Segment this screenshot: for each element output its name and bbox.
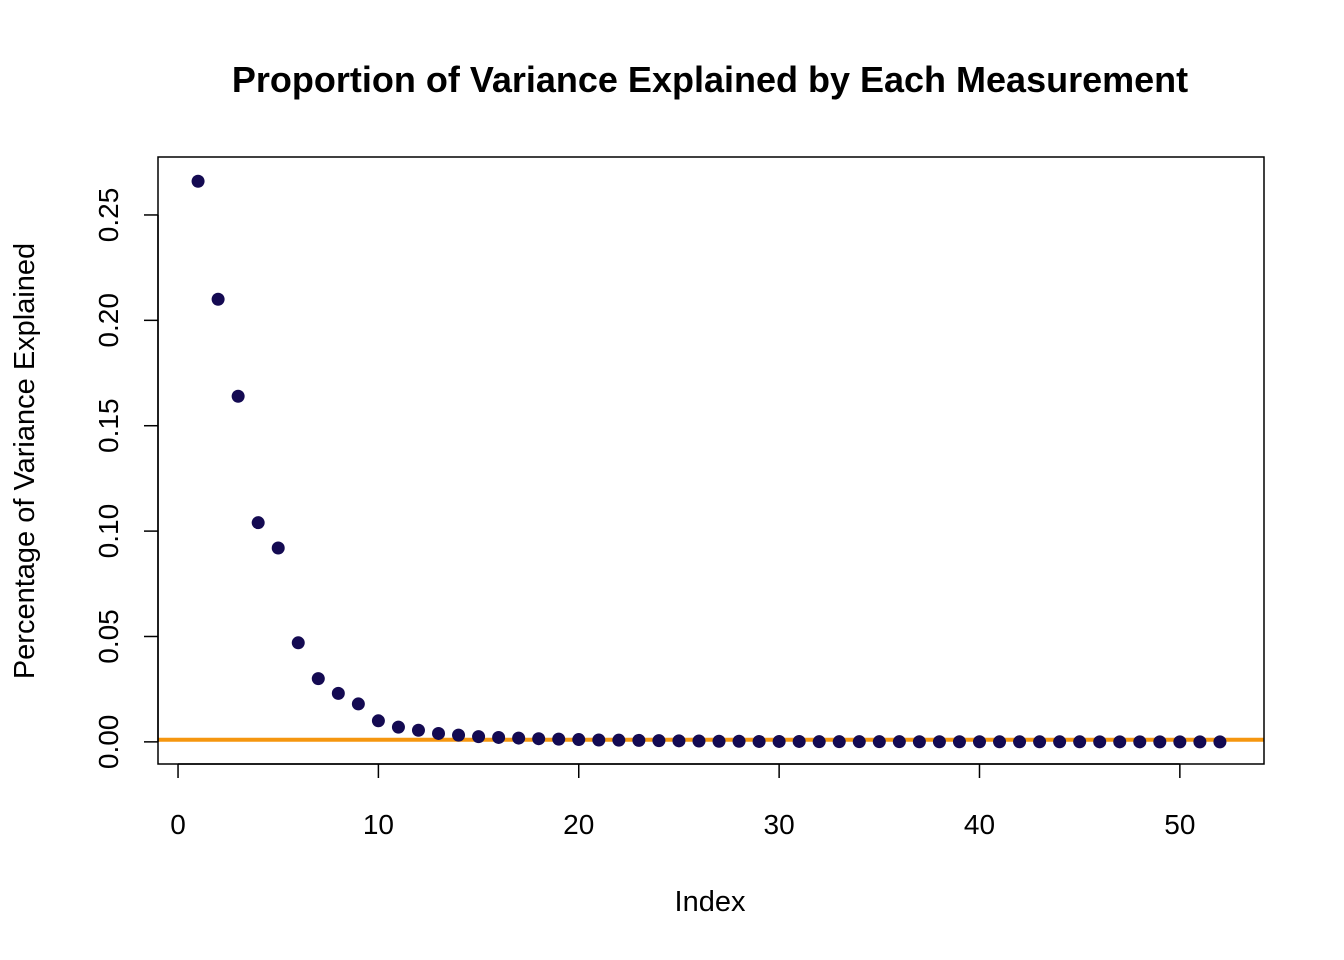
data-point (512, 731, 526, 745)
data-point (812, 735, 826, 749)
data-point (1113, 735, 1127, 749)
chart-title: Proportion of Variance Explained by Each… (232, 59, 1188, 100)
data-point (912, 735, 926, 749)
data-point (952, 735, 966, 749)
y-axis: 0.00 0.05 0.10 0.15 0.20 0.25 (93, 188, 159, 770)
data-point (391, 720, 405, 734)
data-point (1133, 735, 1147, 749)
y-tick-label: 0.20 (93, 293, 124, 348)
data-point (492, 730, 506, 744)
data-point (872, 735, 886, 749)
data-point (652, 734, 666, 748)
data-point (1213, 735, 1227, 749)
data-point (432, 726, 446, 740)
data-point (1173, 735, 1187, 749)
data-point (472, 730, 486, 744)
y-axis-label: Percentage of Variance Explained (9, 243, 41, 679)
data-point (572, 733, 586, 747)
data-point (832, 735, 846, 749)
y-tick-label: 0.25 (93, 188, 124, 243)
data-point (772, 734, 786, 748)
data-point (752, 734, 766, 748)
data-point (692, 734, 706, 748)
data-point (311, 672, 325, 686)
x-tick-label: 20 (563, 809, 594, 840)
data-point (892, 735, 906, 749)
data-point (852, 735, 866, 749)
data-point (612, 733, 626, 747)
x-tick-label: 50 (1164, 809, 1195, 840)
data-point (251, 516, 265, 530)
data-point (1153, 735, 1167, 749)
x-axis: 0 10 20 30 40 50 (170, 763, 1195, 840)
data-point (972, 735, 986, 749)
x-tick-label: 30 (764, 809, 795, 840)
data-point (712, 734, 726, 748)
data-point (231, 389, 245, 403)
data-point (732, 734, 746, 748)
y-tick-label: 0.10 (93, 504, 124, 559)
plot-frame (157, 156, 1265, 765)
data-point (632, 733, 646, 747)
data-point (672, 734, 686, 748)
x-axis-label: Index (675, 886, 746, 918)
y-tick-label: 0.15 (93, 398, 124, 453)
data-point (1193, 735, 1207, 749)
data-point (351, 697, 365, 711)
data-point (1093, 735, 1107, 749)
data-point (411, 723, 425, 737)
x-tick-label: 10 (363, 809, 394, 840)
data-point (1033, 735, 1047, 749)
data-point (291, 636, 305, 650)
plot-area (158, 174, 1264, 749)
data-point (592, 733, 606, 747)
data-point (1013, 735, 1027, 749)
data-point (452, 728, 466, 742)
data-point (993, 735, 1007, 749)
data-point (792, 734, 806, 748)
data-point (1053, 735, 1067, 749)
data-point (331, 686, 345, 700)
y-tick-label: 0.00 (93, 715, 124, 770)
x-tick-label: 0 (170, 809, 186, 840)
data-point (191, 174, 205, 188)
x-tick-label: 40 (964, 809, 995, 840)
data-point (211, 292, 225, 306)
data-point (532, 732, 546, 746)
data-point (552, 732, 566, 746)
data-point (1073, 735, 1087, 749)
data-point (271, 541, 285, 555)
y-tick-label: 0.05 (93, 609, 124, 664)
data-point (932, 735, 946, 749)
data-point (371, 714, 385, 728)
